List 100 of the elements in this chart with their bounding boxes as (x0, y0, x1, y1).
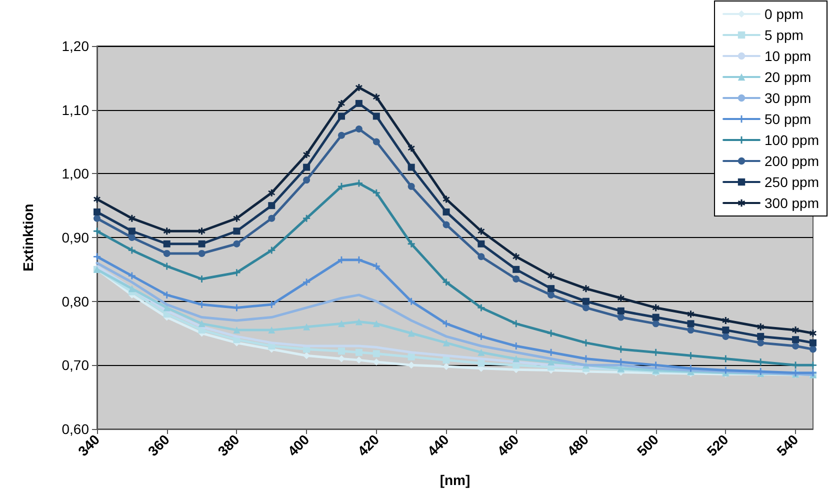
point (128, 246, 136, 254)
x-tick-label: 480 (564, 431, 592, 460)
point (338, 348, 345, 355)
x-tick-label: 460 (494, 431, 522, 460)
legend-label: 250 ppm (764, 174, 819, 190)
point (442, 320, 450, 328)
point (163, 228, 170, 235)
point (512, 266, 520, 273)
point (303, 151, 310, 158)
y-tick-label: 1,00 (62, 166, 90, 182)
point (722, 316, 730, 324)
y-axis-title: Extinktion (20, 204, 36, 272)
point (372, 189, 380, 196)
point (652, 320, 660, 328)
point (617, 307, 624, 314)
point (303, 176, 310, 184)
point (94, 208, 100, 216)
point (442, 208, 450, 216)
point (478, 240, 485, 248)
x-tick-label: 540 (773, 431, 802, 460)
point (355, 100, 362, 107)
point (303, 278, 310, 286)
legend-label: 300 ppm (764, 195, 819, 211)
point (548, 330, 555, 337)
point (408, 240, 415, 248)
point (810, 330, 816, 337)
legend-label: 50 ppm (764, 111, 812, 127)
point (372, 350, 380, 358)
point (512, 342, 520, 350)
point (512, 275, 520, 282)
legend-label: 30 ppm (764, 90, 812, 106)
point (303, 164, 310, 171)
point (652, 314, 660, 321)
point (792, 342, 800, 350)
point (408, 330, 415, 337)
point (163, 240, 170, 248)
point (722, 332, 730, 340)
point (810, 346, 816, 353)
point (355, 180, 362, 187)
point (442, 356, 450, 364)
point (94, 253, 100, 260)
y-tick-label: 1,20 (62, 38, 90, 54)
y-tick-label: 0,80 (62, 293, 90, 310)
x-tick-label: 380 (214, 431, 243, 460)
point (442, 221, 450, 228)
point (757, 323, 764, 330)
point (128, 285, 136, 292)
point (268, 326, 276, 334)
y-tick-label: 1,10 (62, 102, 90, 118)
point (478, 304, 485, 312)
point (408, 164, 415, 171)
point (617, 294, 624, 302)
legend-label: 200 ppm (764, 153, 819, 169)
point (548, 285, 555, 292)
point (408, 298, 415, 305)
point (233, 214, 240, 222)
point (757, 339, 764, 346)
point (512, 355, 520, 362)
point (687, 310, 694, 318)
point (372, 138, 380, 146)
point (408, 353, 415, 360)
point (722, 326, 730, 334)
point (355, 84, 362, 91)
point (338, 320, 345, 328)
y-tick-label: 0,60 (62, 421, 90, 437)
point (372, 320, 380, 328)
point (268, 189, 276, 196)
point (478, 332, 485, 340)
point (408, 182, 415, 190)
point (355, 318, 362, 326)
point (512, 253, 520, 260)
x-tick-label: 420 (354, 431, 382, 460)
point (94, 196, 100, 203)
x-tick-label: 400 (284, 431, 312, 460)
point (198, 320, 206, 328)
point (652, 304, 660, 312)
point (548, 291, 555, 298)
legend-label: 0 ppm (764, 6, 804, 22)
point (478, 360, 485, 367)
point (512, 320, 520, 328)
point (687, 320, 694, 328)
point (548, 348, 555, 356)
point (442, 196, 450, 203)
legend-label: 20 ppm (764, 69, 812, 85)
x-tick-label: 360 (144, 431, 173, 460)
x-tick-label: 440 (424, 431, 452, 460)
legend-label: 10 ppm (764, 48, 812, 64)
point (757, 332, 764, 340)
point (303, 323, 310, 330)
point (233, 240, 240, 248)
point (355, 125, 362, 132)
point (442, 339, 450, 346)
point (355, 348, 362, 356)
point (163, 291, 170, 298)
point (338, 132, 345, 139)
point (582, 339, 590, 346)
point (163, 250, 170, 257)
point (303, 214, 310, 222)
point (582, 285, 590, 292)
x-axis-title: [nm] (440, 472, 470, 488)
